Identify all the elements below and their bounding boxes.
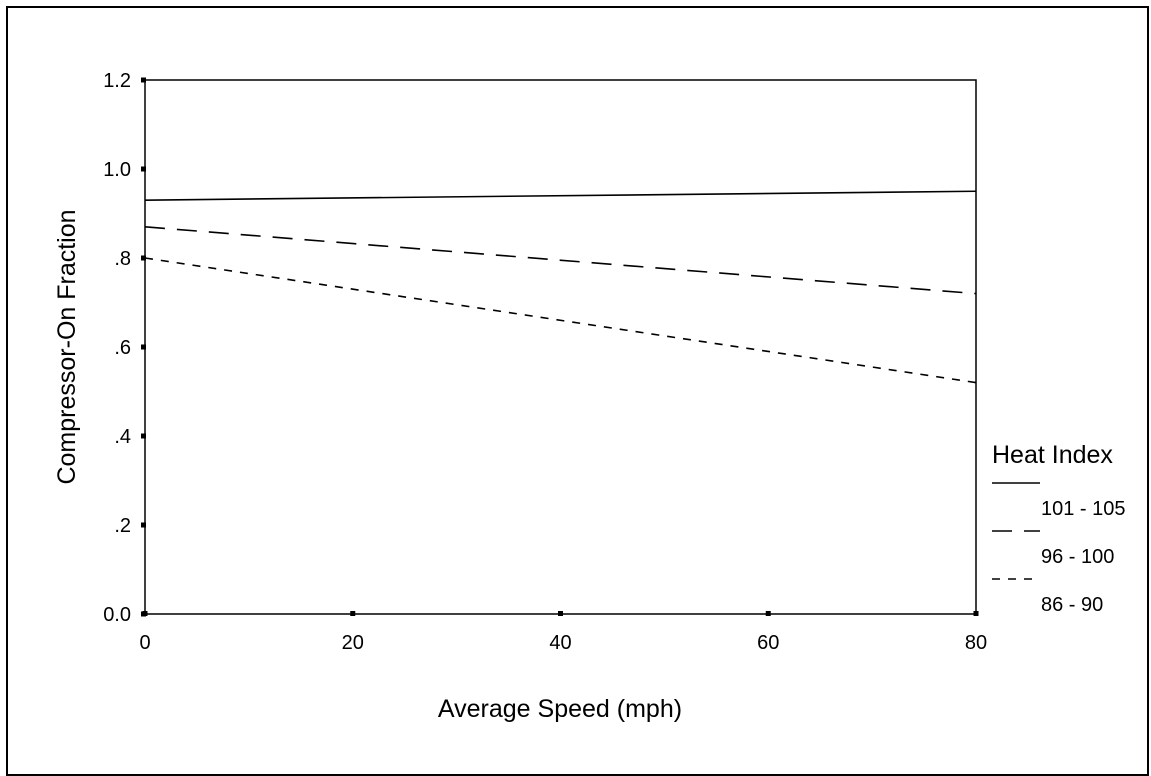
y-tick-label: 1.2 [103, 70, 131, 92]
y-tick-label: .6 [114, 337, 131, 359]
legend: Heat Index 101 - 105 96 - 100 86 - 90 [992, 441, 1126, 616]
y-tick-label: .8 [114, 248, 131, 270]
series-line-2 [144, 257, 977, 384]
x-tick-label: 20 [342, 632, 364, 654]
x-tick-mark [142, 611, 148, 616]
series-line-1 [144, 226, 977, 295]
legend-label-2: 86 - 90 [1041, 594, 1103, 616]
x-tick-label: 0 [139, 632, 150, 654]
x-tick-mark [973, 611, 979, 616]
x-tick-label: 80 [965, 632, 987, 654]
y-tick-label: 0.0 [103, 604, 131, 626]
x-tick-label: 40 [549, 632, 571, 654]
x-tick-mark [350, 611, 356, 616]
y-tick-mark [141, 77, 146, 83]
x-tick-mark [558, 611, 563, 616]
x-axis-label: Average Speed (mph) [438, 695, 682, 723]
legend-label-0: 101 - 105 [1041, 498, 1126, 520]
plot-area [144, 79, 977, 615]
y-tick-mark [141, 255, 146, 261]
legend-title: Heat Index [992, 441, 1113, 469]
y-tick-mark [141, 522, 146, 528]
y-tick-mark [141, 344, 146, 350]
legend-label-1: 96 - 100 [1041, 546, 1114, 568]
y-axis-label: Compressor-On Fraction [53, 209, 81, 484]
series-line-0 [144, 190, 977, 201]
y-tick-mark [141, 166, 146, 172]
y-tick-mark [141, 433, 146, 439]
x-tick-mark [765, 611, 771, 616]
y-tick-label: .4 [114, 426, 131, 448]
y-tick-label: .2 [114, 515, 131, 537]
y-tick-label: 1.0 [103, 159, 131, 181]
x-tick-label: 60 [757, 632, 779, 654]
